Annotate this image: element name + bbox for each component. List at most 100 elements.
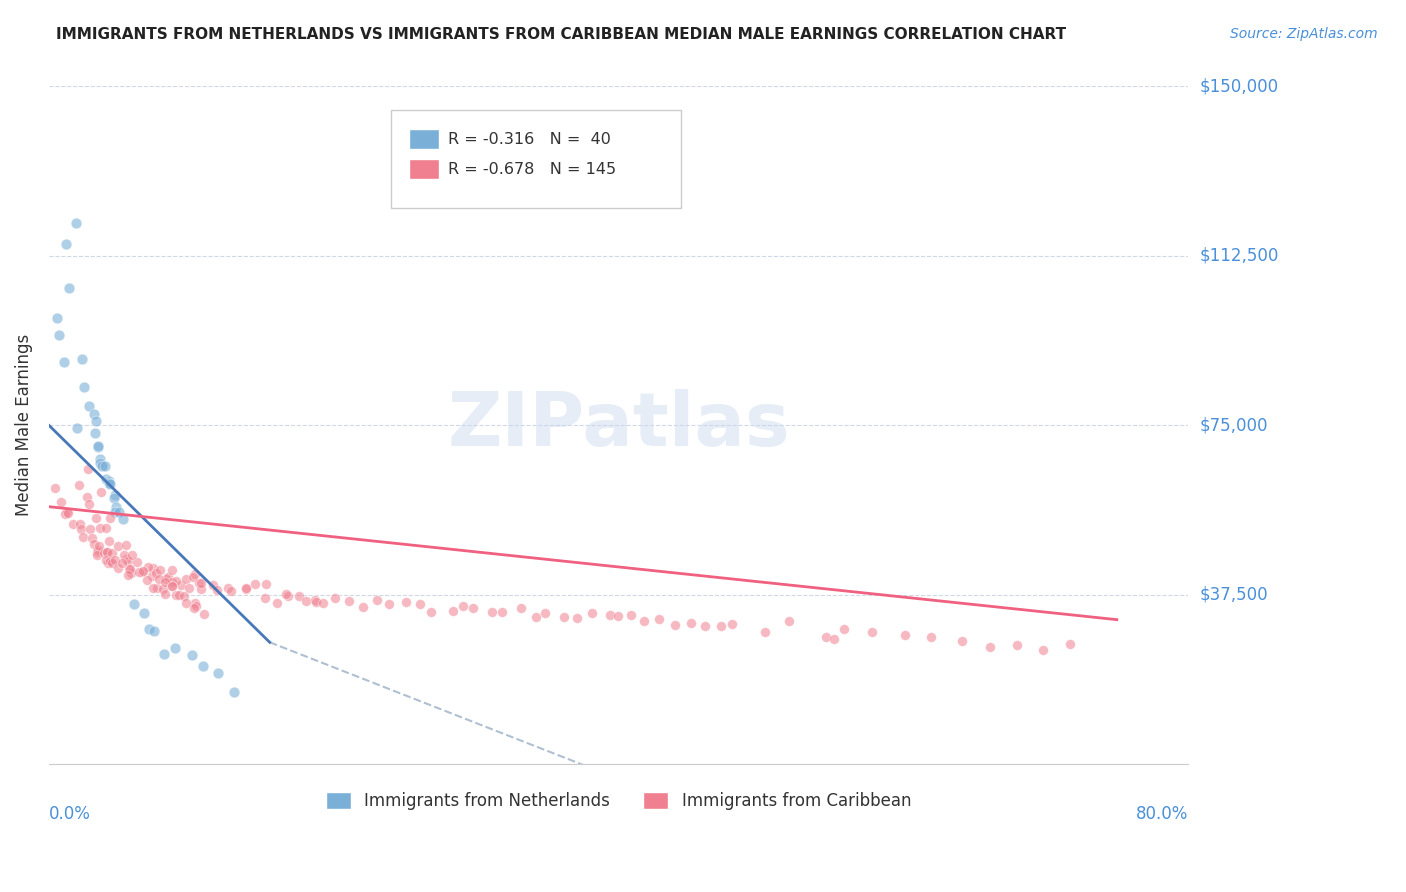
Point [205, 582, 228, 597]
Point [173, 589, 195, 603]
Point [156, 569, 179, 583]
Point [80, 531, 103, 545]
Point [104, 500, 127, 515]
Point [66, 421, 89, 435]
Point [709, 618, 731, 632]
Point [254, 577, 277, 591]
Y-axis label: Median Male Earnings: Median Male Earnings [15, 334, 32, 516]
Point [117, 554, 139, 568]
Point [142, 581, 165, 595]
Point [89, 521, 111, 535]
Point [86, 549, 108, 563]
Text: $37,500: $37,500 [1199, 586, 1268, 604]
Point [55, 236, 77, 251]
Point [581, 606, 603, 620]
Point [138, 622, 160, 636]
Point [606, 609, 628, 624]
Point [72, 530, 94, 544]
Point [352, 599, 374, 614]
Point [235, 581, 257, 595]
Point [153, 587, 176, 601]
Point [217, 581, 239, 595]
Point [337, 594, 360, 608]
Point [127, 556, 149, 570]
Point [62, 516, 84, 531]
Point [721, 617, 744, 632]
Point [277, 589, 299, 603]
Point [145, 566, 167, 580]
Point [98, 511, 121, 525]
Point [148, 572, 170, 586]
Point [89, 456, 111, 470]
Point [90, 485, 112, 500]
Point [165, 640, 187, 655]
Point [84, 413, 107, 427]
Point [153, 647, 176, 661]
Point [112, 548, 135, 562]
Text: IMMIGRANTS FROM NETHERLANDS VS IMMIGRANTS FROM CARIBBEAN MEDIAN MALE EARNINGS CO: IMMIGRANTS FROM NETHERLANDS VS IMMIGRANT… [56, 27, 1066, 42]
Point [420, 605, 443, 619]
Point [183, 601, 205, 615]
Point [160, 579, 183, 593]
Point [224, 685, 246, 699]
Point [920, 630, 942, 644]
Point [162, 574, 184, 589]
Point [143, 624, 166, 638]
Point [87, 440, 110, 454]
Point [243, 577, 266, 591]
Point [253, 591, 276, 606]
Text: $75,000: $75,000 [1199, 417, 1268, 434]
Point [184, 596, 207, 610]
Point [461, 600, 484, 615]
Point [441, 604, 464, 618]
Point [187, 576, 209, 591]
Point [160, 579, 183, 593]
Point [86, 545, 108, 559]
Point [599, 607, 621, 622]
Text: R = -0.678   N = 145: R = -0.678 N = 145 [447, 161, 616, 177]
Point [664, 617, 686, 632]
Point [141, 569, 163, 583]
Point [152, 582, 174, 597]
Point [98, 477, 121, 491]
Point [136, 573, 159, 587]
Point [97, 556, 120, 570]
Point [201, 578, 224, 592]
Point [160, 563, 183, 577]
Text: Source: ZipAtlas.com: Source: ZipAtlas.com [1230, 27, 1378, 41]
Point [72, 351, 94, 366]
Text: R = -0.316   N =  40: R = -0.316 N = 40 [447, 132, 610, 147]
Point [190, 576, 212, 591]
Point [104, 553, 127, 567]
Point [94, 459, 117, 474]
Point [814, 630, 837, 644]
Point [91, 458, 114, 472]
Point [79, 497, 101, 511]
Point [170, 577, 193, 591]
Point [96, 521, 118, 535]
Point [120, 562, 142, 576]
Point [190, 582, 212, 596]
Point [104, 488, 127, 502]
Point [823, 632, 845, 646]
Point [510, 600, 533, 615]
Point [73, 380, 96, 394]
Point [950, 634, 973, 648]
Point [184, 567, 207, 582]
Point [235, 582, 257, 597]
Point [76, 490, 98, 504]
FancyBboxPatch shape [409, 159, 439, 179]
Point [56, 505, 79, 519]
Point [832, 622, 855, 636]
Point [312, 596, 335, 610]
Point [136, 560, 159, 574]
Point [266, 596, 288, 610]
Point [323, 591, 346, 605]
Point [394, 595, 416, 609]
Point [534, 606, 557, 620]
Point [111, 556, 134, 570]
Text: 0.0%: 0.0% [49, 805, 91, 823]
Point [276, 586, 298, 600]
Point [83, 407, 105, 421]
Point [65, 215, 87, 229]
